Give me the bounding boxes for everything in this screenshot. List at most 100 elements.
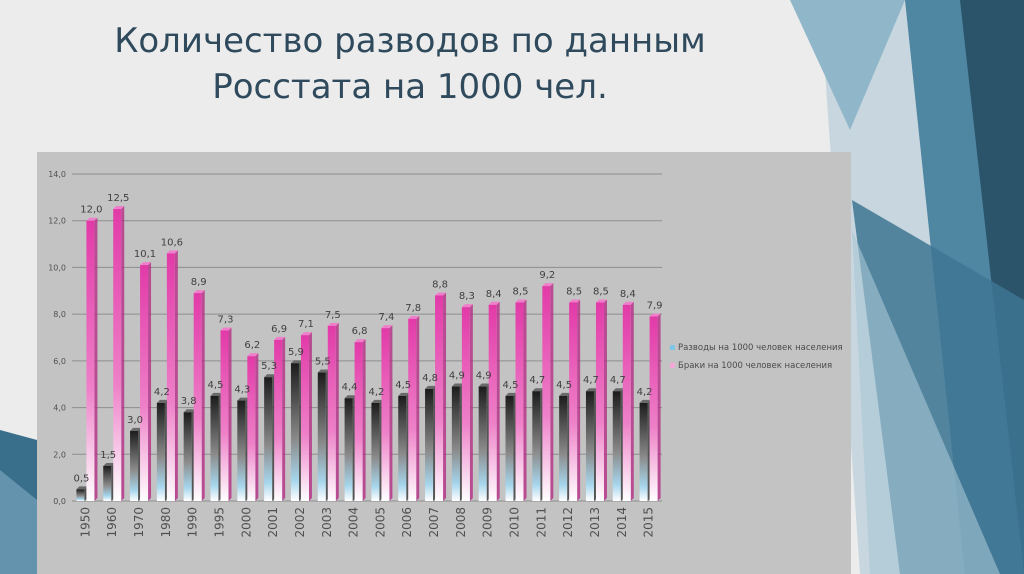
bar-divorces <box>451 386 460 501</box>
bar-divorces <box>317 372 326 501</box>
bar-marriages <box>247 356 256 501</box>
x-tick-label: 2013 <box>588 507 602 538</box>
data-label-divorces: 4,5 <box>208 380 224 391</box>
bar-divorces <box>237 400 246 501</box>
bar-marriages <box>113 209 122 501</box>
y-tick-label: 10,0 <box>48 263 66 272</box>
bar-marriages-side <box>94 217 98 501</box>
bar-marriages-side <box>550 283 554 501</box>
legend-swatch <box>670 345 675 350</box>
chart-panel: 0,5 12,0 1,5 12,5 3,0 10,1 4,2 10,6 3,8 8,9 4,5 7,3… <box>37 152 851 574</box>
y-tick-label: 4,0 <box>53 404 66 413</box>
bar-marriages <box>435 295 444 501</box>
data-label-divorces: 4,5 <box>395 380 411 391</box>
bar-marriages <box>354 342 363 501</box>
bar-marriages-side <box>255 353 259 501</box>
bar-marriages-side <box>630 301 634 501</box>
bar-divorces <box>639 402 648 501</box>
data-label-divorces: 4,8 <box>422 373 438 384</box>
x-tick-label: 2001 <box>266 507 280 538</box>
x-tick-label: 2003 <box>320 507 334 538</box>
bar-divorces-top <box>156 399 168 403</box>
data-label-marriages: 6,9 <box>271 324 287 335</box>
bar-marriages-top <box>247 353 259 357</box>
bar-marriages <box>274 339 283 501</box>
data-label-marriages: 8,9 <box>191 277 207 288</box>
bar-marriages-top <box>166 250 178 254</box>
data-label-marriages: 12,5 <box>107 193 129 204</box>
bar-divorces <box>183 412 192 501</box>
legend-label: Разводы на 1000 человек населения <box>678 343 843 353</box>
bar-divorces-top <box>210 392 222 396</box>
bar-marriages <box>408 318 417 501</box>
data-label-divorces: 4,2 <box>637 387 653 398</box>
bar-divorces <box>425 388 434 501</box>
bar-divorces-top <box>76 486 88 490</box>
data-label-divorces: 4,2 <box>368 387 384 398</box>
data-label-marriages: 8,5 <box>593 286 609 297</box>
bar-marriages-side <box>603 299 607 501</box>
data-label-marriages: 8,3 <box>459 291 475 302</box>
bar-divorces-top <box>532 388 544 392</box>
data-label-marriages: 6,8 <box>352 326 368 337</box>
bar-divorces-top <box>639 399 651 403</box>
x-tick-label: 2005 <box>373 507 387 538</box>
slide-title: Количество разводов по данным Росстата н… <box>70 18 750 110</box>
bar-marriages <box>569 302 578 501</box>
y-tick-label: 0,0 <box>53 497 66 506</box>
bar-divorces <box>532 391 541 501</box>
x-tick-label: 2011 <box>534 507 548 538</box>
bar-marriages-side <box>282 336 286 501</box>
bar-marriages-top <box>220 327 232 331</box>
data-label-marriages: 12,0 <box>80 205 102 216</box>
x-tick-label: 1995 <box>213 507 227 538</box>
bar-divorces <box>505 395 514 501</box>
y-tick-label: 6,0 <box>53 357 66 366</box>
data-label-marriages: 7,1 <box>298 319 314 330</box>
data-label-marriages: 6,2 <box>244 340 260 351</box>
bar-marriages <box>649 316 658 501</box>
bar-marriages-top <box>300 332 312 336</box>
bar-marriages-top <box>408 315 420 319</box>
x-tick-label: 2009 <box>481 507 495 538</box>
data-label-divorces: 4,4 <box>342 382 358 393</box>
data-label-divorces: 1,5 <box>100 450 116 461</box>
data-label-marriages: 7,5 <box>325 310 341 321</box>
bar-marriages-side <box>148 262 152 501</box>
bar-divorces <box>559 395 568 501</box>
bar-divorces-top <box>264 374 276 378</box>
bar-marriages-top <box>193 290 205 294</box>
bar-divorces-top <box>451 383 463 387</box>
bar-divorces <box>585 391 594 501</box>
bar-marriages-top <box>488 301 500 305</box>
bar-marriages-side <box>416 315 420 501</box>
x-tick-label: 1950 <box>78 507 92 538</box>
bar-marriages-side <box>469 304 473 501</box>
bar-marriages <box>542 286 551 501</box>
bar-divorces-top <box>398 392 410 396</box>
bar-marriages-top <box>381 325 393 329</box>
bar-marriages-top <box>542 283 554 287</box>
bar-divorces-top <box>478 383 490 387</box>
x-tick-label: 2007 <box>427 507 441 538</box>
bar-divorces-top <box>505 392 517 396</box>
bar-marriages-side <box>308 332 312 501</box>
bar-divorces <box>371 402 380 501</box>
data-label-divorces: 4,2 <box>154 387 170 398</box>
bar-divorces <box>130 430 139 501</box>
bar-marriages-side <box>523 299 527 501</box>
bar-divorces <box>398 395 407 501</box>
data-label-marriages: 8,4 <box>620 289 636 300</box>
bar-divorces-top <box>103 462 115 466</box>
y-tick-label: 8,0 <box>53 310 66 319</box>
bar-divorces-top <box>344 395 356 399</box>
bar-divorces <box>344 398 353 501</box>
bar-marriages <box>327 325 336 501</box>
data-label-divorces: 4,9 <box>476 371 492 382</box>
bar-marriages-top <box>274 336 286 340</box>
bar-marriages-top <box>595 299 607 303</box>
bar-divorces <box>612 391 621 501</box>
x-tick-label: 2014 <box>615 507 629 538</box>
bar-marriages-top <box>461 304 473 308</box>
bar-marriages-side <box>228 327 232 501</box>
